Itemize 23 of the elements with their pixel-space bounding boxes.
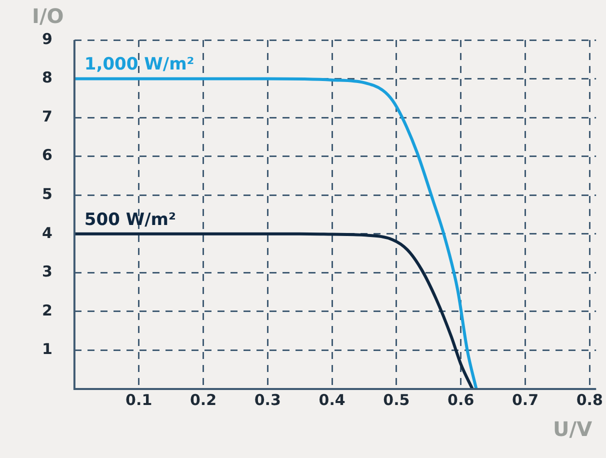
x-tick-label: 0.6	[448, 390, 474, 409]
x-tick-label: 0.2	[190, 390, 217, 409]
y-tick-label: 2	[42, 301, 52, 320]
series-label: 1,000 W/m²	[84, 54, 194, 75]
x-axis-title: U/V	[553, 417, 593, 442]
y-axis-title: I/O	[32, 4, 64, 28]
x-tick-label: 0.7	[512, 390, 539, 409]
y-tick-label: 9	[42, 30, 52, 48]
y-tick-label: 5	[42, 185, 52, 203]
line-series	[74, 77, 478, 389]
y-tick-label: 7	[42, 107, 52, 126]
line-series	[74, 232, 474, 389]
x-tick-label: 0.5	[383, 390, 410, 409]
y-tick-label: 8	[42, 68, 52, 87]
y-tick-label: 6	[42, 146, 52, 164]
x-tick-label: 0.4	[318, 390, 346, 409]
x-tick-label: 0.3	[254, 390, 281, 409]
series-label: 500 W/m²	[84, 210, 176, 230]
x-tick-label: 0.8	[576, 390, 603, 409]
y-tick-label: 3	[42, 262, 52, 281]
y-tick-label: 1	[42, 340, 52, 358]
x-tick-label: 0.1	[126, 390, 152, 409]
y-tick-label: 4	[42, 224, 52, 242]
